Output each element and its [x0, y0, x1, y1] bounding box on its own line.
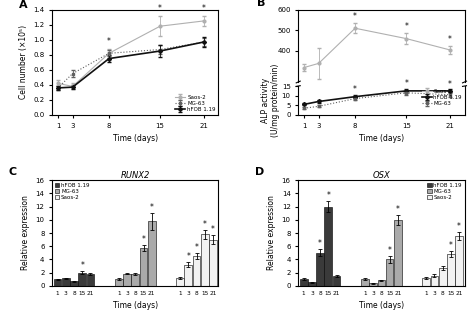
- Legend: Saos-2, hFOB 1.19, MG-63: Saos-2, hFOB 1.19, MG-63: [421, 89, 462, 106]
- Bar: [54, 279, 62, 286]
- Bar: [70, 282, 78, 286]
- Text: *: *: [353, 85, 357, 94]
- Bar: [193, 256, 201, 286]
- Text: *: *: [388, 246, 392, 255]
- Text: *: *: [448, 80, 452, 89]
- Bar: [422, 278, 430, 286]
- Y-axis label: ALP activity
(U/mg protein/min): ALP activity (U/mg protein/min): [261, 64, 280, 137]
- Text: *: *: [353, 12, 357, 21]
- Y-axis label: Relative expression: Relative expression: [267, 195, 276, 271]
- Text: *: *: [202, 4, 206, 13]
- Text: *: *: [211, 225, 215, 234]
- Text: *: *: [107, 37, 111, 46]
- Bar: [115, 279, 123, 286]
- Text: A: A: [19, 0, 27, 10]
- Bar: [377, 281, 385, 286]
- Bar: [455, 236, 463, 286]
- Y-axis label: Relative expression: Relative expression: [21, 195, 30, 271]
- Legend: hFOB 1.19, MG-63, Saos-2: hFOB 1.19, MG-63, Saos-2: [427, 183, 462, 200]
- Text: C: C: [9, 167, 17, 177]
- Bar: [131, 274, 139, 286]
- Text: *: *: [448, 35, 452, 44]
- Bar: [325, 207, 332, 286]
- Bar: [300, 279, 308, 286]
- X-axis label: Time (days): Time (days): [113, 134, 158, 143]
- Text: *: *: [142, 235, 146, 244]
- Text: *: *: [404, 22, 408, 31]
- Bar: [430, 276, 438, 286]
- Bar: [140, 248, 147, 286]
- Text: *: *: [158, 4, 162, 13]
- Text: *: *: [150, 203, 154, 212]
- Text: *: *: [203, 220, 207, 229]
- Bar: [184, 265, 192, 286]
- Bar: [209, 239, 217, 286]
- Y-axis label: Cell number (×10⁵): Cell number (×10⁵): [18, 25, 27, 100]
- Text: *: *: [404, 79, 408, 88]
- Bar: [386, 259, 393, 286]
- Bar: [87, 274, 94, 286]
- X-axis label: Time (days): Time (days): [113, 301, 158, 310]
- Text: B: B: [256, 0, 265, 8]
- Text: *: *: [195, 243, 199, 252]
- Legend: Saos-2, MG-63, hFOB 1.19: Saos-2, MG-63, hFOB 1.19: [175, 95, 216, 112]
- Text: *: *: [186, 252, 190, 261]
- Bar: [308, 282, 316, 286]
- Bar: [361, 279, 369, 286]
- Bar: [333, 276, 340, 286]
- Title: OSX: OSX: [373, 170, 390, 179]
- X-axis label: Time (days): Time (days): [359, 134, 404, 143]
- X-axis label: Time (days): Time (days): [359, 301, 404, 310]
- Text: *: *: [449, 241, 453, 250]
- Bar: [316, 253, 324, 286]
- Text: *: *: [457, 222, 461, 231]
- Text: *: *: [327, 191, 330, 200]
- Bar: [78, 273, 86, 286]
- Bar: [123, 273, 131, 286]
- Text: *: *: [318, 239, 322, 248]
- Text: *: *: [396, 204, 400, 213]
- Bar: [148, 221, 155, 286]
- Bar: [394, 220, 401, 286]
- Bar: [439, 268, 447, 286]
- Bar: [176, 278, 184, 286]
- Bar: [201, 234, 209, 286]
- Text: D: D: [255, 167, 264, 177]
- Text: *: *: [80, 261, 84, 270]
- Bar: [369, 283, 377, 286]
- Bar: [447, 254, 455, 286]
- Bar: [62, 278, 70, 286]
- Legend: hFOB 1.19, MG-63, Saos-2: hFOB 1.19, MG-63, Saos-2: [55, 183, 90, 200]
- Title: RUNX2: RUNX2: [120, 170, 150, 179]
